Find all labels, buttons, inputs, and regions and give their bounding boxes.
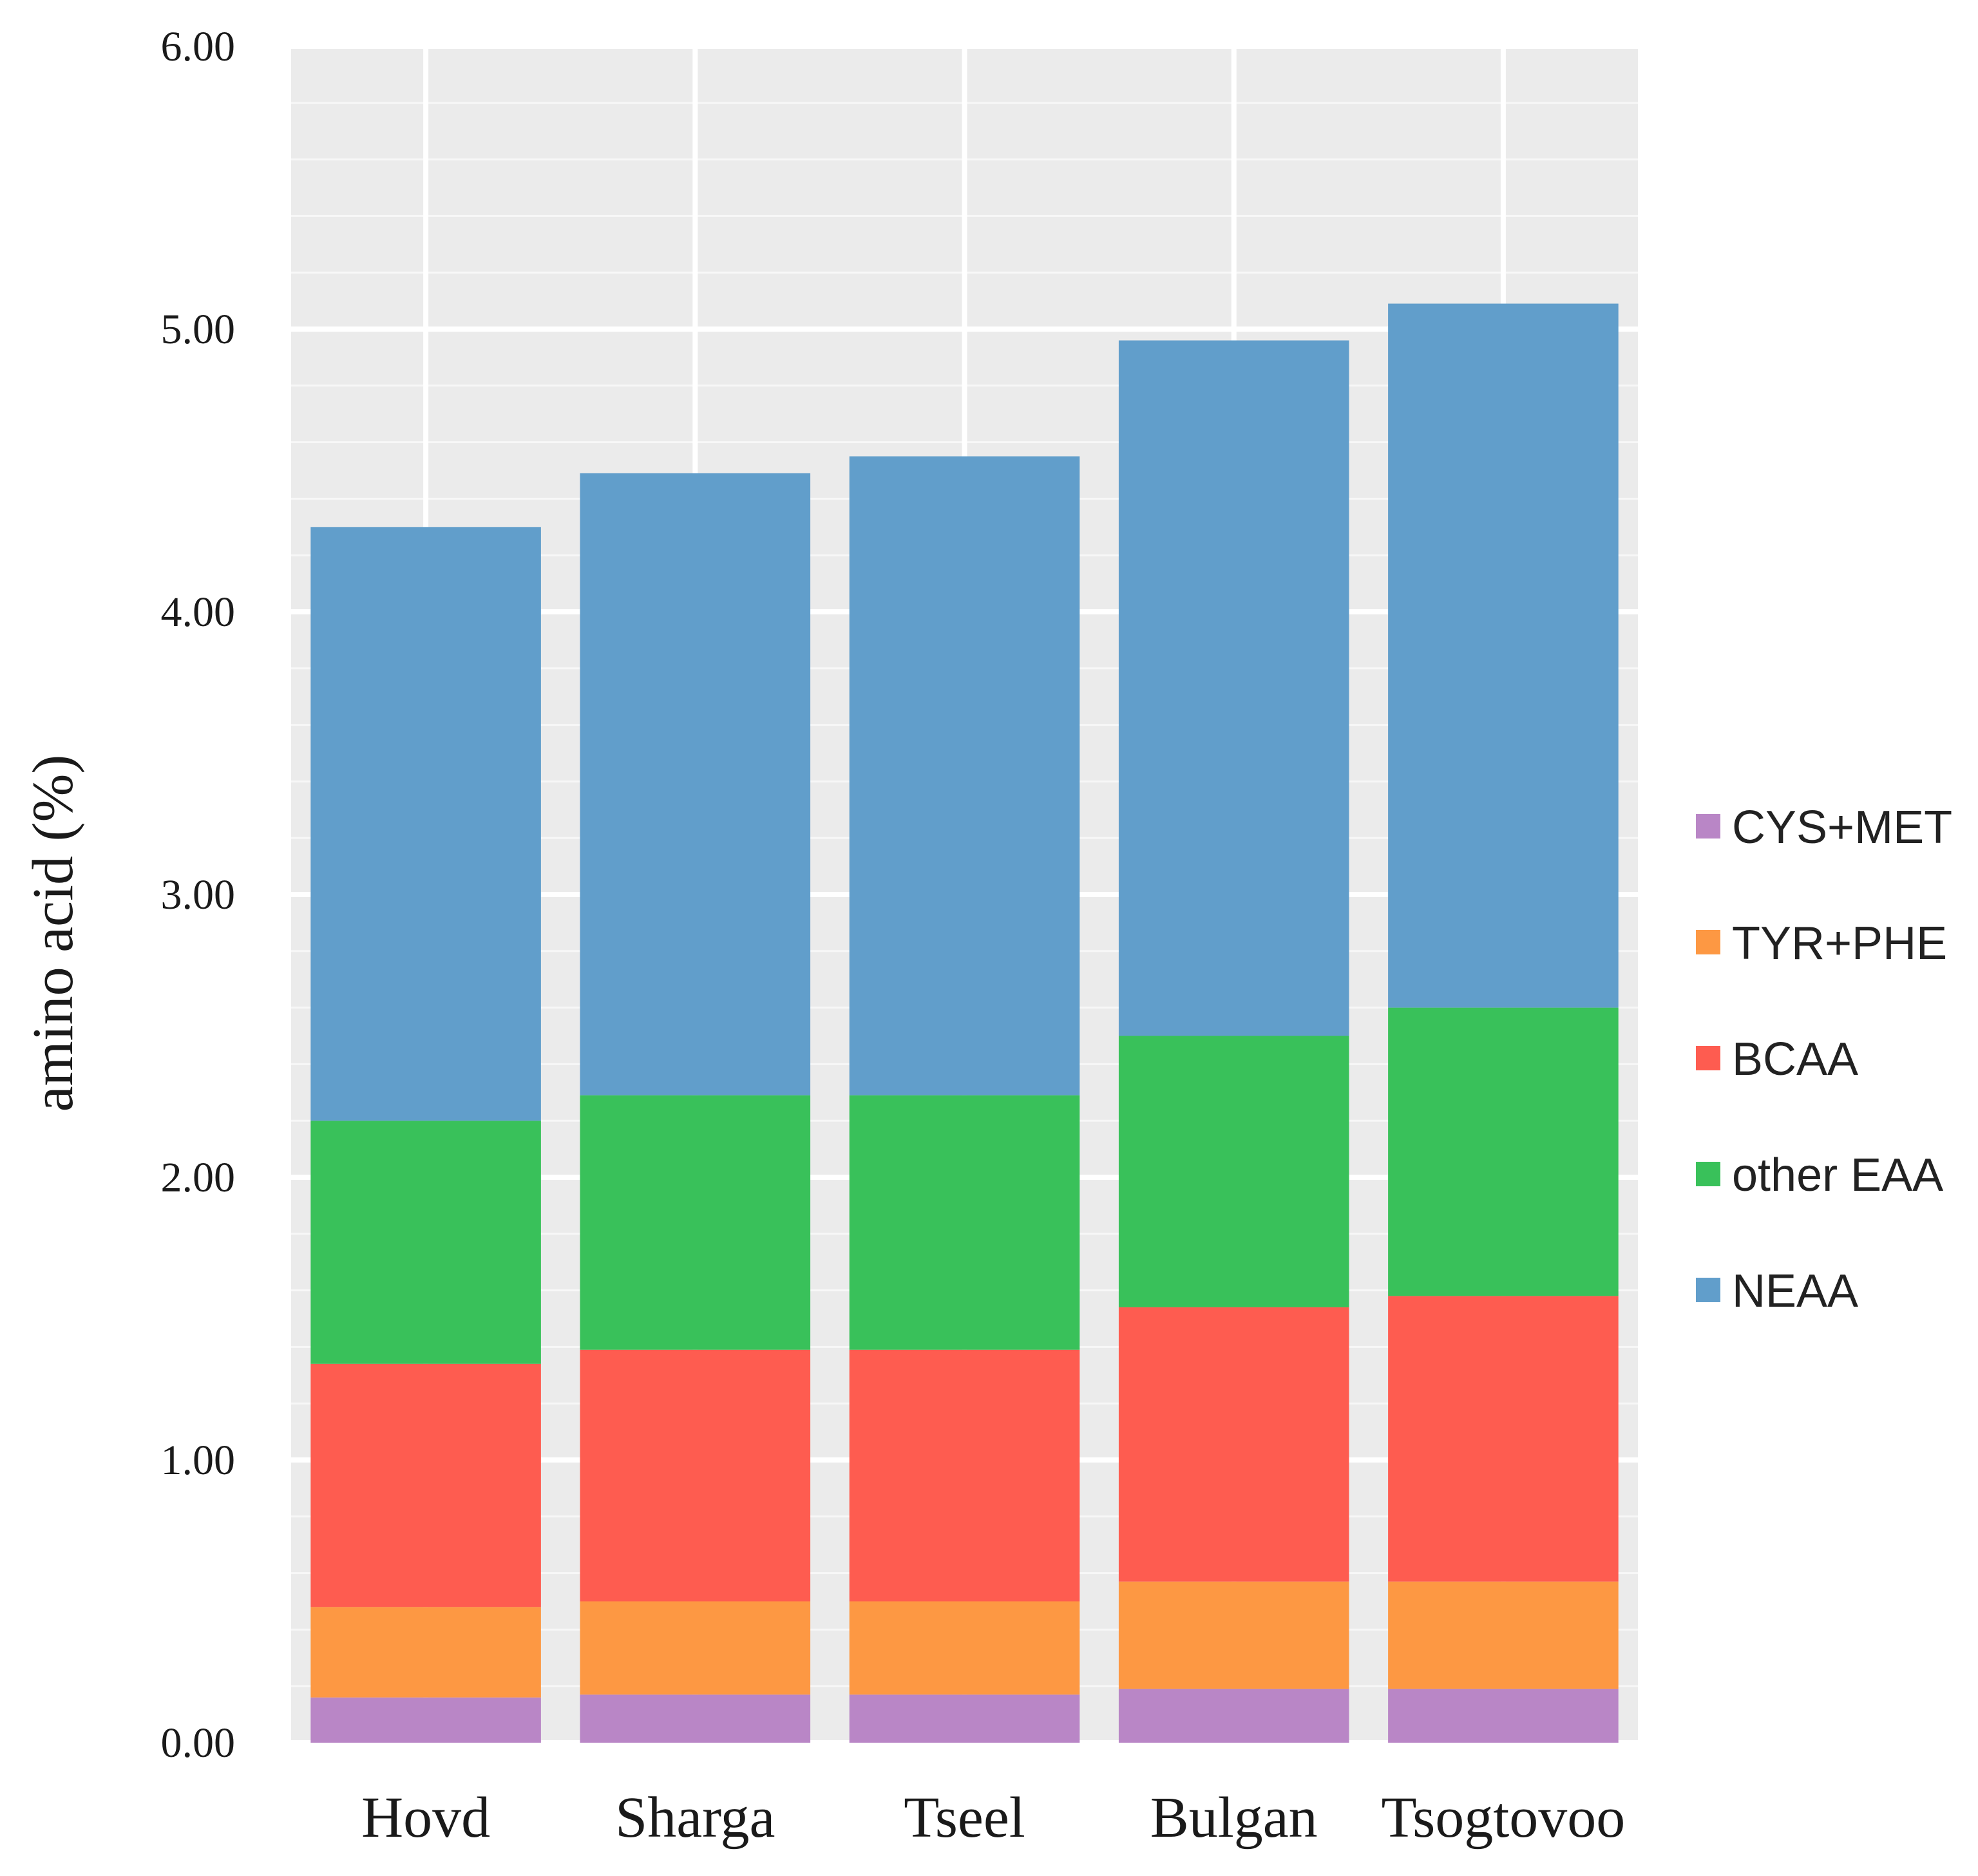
y-tick-label: 1.00 xyxy=(161,1437,236,1484)
x-category-label: Tseel xyxy=(904,1786,1025,1850)
y-tick-label: 2.00 xyxy=(161,1154,236,1201)
y-axis-title: amino acid (%) xyxy=(21,755,85,1112)
legend-swatch xyxy=(1696,814,1720,839)
bar-segment-tsogtovoo-neaa xyxy=(1388,303,1619,1008)
bar-segment-sharga-bcaa xyxy=(580,1349,811,1602)
legend-label: TYR+PHE xyxy=(1732,918,1947,969)
legend-label: CYS+MET xyxy=(1732,802,1952,853)
bar-segment-sharga-other-eaa xyxy=(580,1095,811,1350)
bar-segment-hovd-bcaa xyxy=(310,1363,541,1607)
x-category-label: Hovd xyxy=(361,1786,490,1850)
legend-swatch xyxy=(1696,1046,1720,1070)
x-category-label: Sharga xyxy=(615,1786,775,1850)
y-tick-label: 6.00 xyxy=(161,23,236,70)
bar-segment-tsogtovoo-bcaa xyxy=(1388,1296,1619,1582)
legend: CYS+MET TYR+PHE BCAA other EAA NEAA xyxy=(1696,802,1952,1317)
legend-swatch xyxy=(1696,930,1720,954)
bar-segment-bulgan-neaa xyxy=(1118,340,1349,1036)
bar-segment-tsogtovoo-cys-met xyxy=(1388,1689,1619,1743)
legend-label: BCAA xyxy=(1732,1034,1858,1085)
bar-segment-tsogtovoo-tyr-phe xyxy=(1388,1581,1619,1689)
x-category-label: Tsogtovoo xyxy=(1382,1786,1626,1850)
bar-segment-sharga-cys-met xyxy=(580,1694,811,1743)
bar-segment-tseel-cys-met xyxy=(849,1694,1080,1743)
bar-segment-hovd-other-eaa xyxy=(310,1121,541,1364)
bar-segment-tseel-bcaa xyxy=(849,1349,1080,1602)
bar-segment-tseel-tyr-phe xyxy=(849,1601,1080,1695)
x-category-label: Bulgan xyxy=(1150,1786,1318,1850)
bar-stacks xyxy=(310,303,1619,1743)
bar-segment-bulgan-other-eaa xyxy=(1118,1036,1349,1307)
bar-segment-tsogtovoo-other-eaa xyxy=(1388,1007,1619,1296)
legend-label: other EAA xyxy=(1732,1150,1943,1201)
bar-segment-hovd-neaa xyxy=(310,527,541,1121)
legend-swatch xyxy=(1696,1278,1720,1302)
bar-segment-bulgan-cys-met xyxy=(1118,1689,1349,1743)
bar-segment-bulgan-bcaa xyxy=(1118,1307,1349,1582)
y-tick-label: 5.00 xyxy=(161,306,236,353)
y-tick-label: 3.00 xyxy=(161,871,236,918)
bar-segment-tseel-other-eaa xyxy=(849,1095,1080,1350)
legend-swatch xyxy=(1696,1162,1720,1186)
legend-label: NEAA xyxy=(1732,1265,1858,1317)
bar-segment-bulgan-tyr-phe xyxy=(1118,1581,1349,1689)
x-axis-category-labels: Hovd Sharga Tseel Bulgan Tsogtovoo xyxy=(361,1786,1625,1850)
y-tick-label: 4.00 xyxy=(161,589,236,636)
y-tick-label: 0.00 xyxy=(161,1720,236,1767)
bar-segment-sharga-tyr-phe xyxy=(580,1601,811,1695)
bar-segment-hovd-tyr-phe xyxy=(310,1607,541,1698)
bar-segment-hovd-cys-met xyxy=(310,1697,541,1743)
y-axis-tick-labels: 0.00 1.00 2.00 3.00 4.00 5.00 6.00 xyxy=(161,23,236,1767)
bar-segment-tseel-neaa xyxy=(849,456,1080,1095)
bar-segment-sharga-neaa xyxy=(580,473,811,1095)
